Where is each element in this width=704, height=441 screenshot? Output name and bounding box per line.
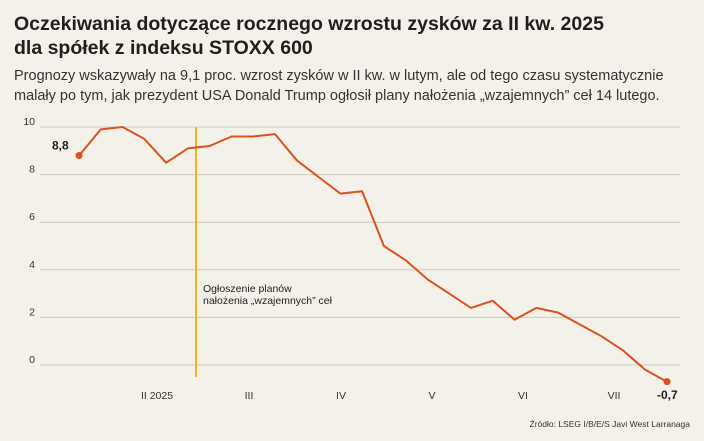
y-axis-ticks: 10 8 6 4 2 0 xyxy=(23,116,35,366)
x-tick-label: V xyxy=(428,390,435,402)
x-tick-label: IV xyxy=(336,390,346,402)
y-tick-label: 2 xyxy=(29,306,35,318)
series-layer xyxy=(75,126,671,386)
chart-subtitle: Prognozy wskazywały na 9,1 proc. wzrost … xyxy=(14,68,664,104)
event-annotation-line-2: nałożenia „wzajemnych” ceł xyxy=(203,295,333,307)
y-tick-label: 0 xyxy=(29,354,35,366)
start-point xyxy=(75,152,83,160)
source-note: Źródło: LSEG I/B/E/S Javi West Larranaga xyxy=(529,419,690,429)
end-point xyxy=(663,378,671,386)
grid-layer xyxy=(40,126,680,366)
series-line xyxy=(78,126,668,383)
y-tick-label: 6 xyxy=(29,211,35,223)
end-value-label: -0,7 xyxy=(657,388,678,402)
x-axis-ticks: II 2025 III IV V VI VII xyxy=(141,390,620,402)
chart-title-line-2: dla spółek z indeksu STOXX 600 xyxy=(14,37,313,59)
x-tick-label: II 2025 xyxy=(141,390,173,402)
x-tick-label: III xyxy=(245,390,254,402)
start-value-label: 8,8 xyxy=(52,139,69,153)
chart-title-line-1: Oczekiwania dotyczące rocznego wzrostu z… xyxy=(14,13,604,35)
x-tick-label: VI xyxy=(518,390,528,402)
chart-title: Oczekiwania dotyczące rocznego wzrostu z… xyxy=(14,12,694,60)
event-annotation-line-1: Ogłoszenie planów xyxy=(203,283,292,295)
y-tick-label: 8 xyxy=(29,164,35,176)
x-tick-label: VII xyxy=(608,390,621,402)
y-tick-label: 4 xyxy=(29,259,35,271)
y-tick-label: 10 xyxy=(23,116,35,128)
